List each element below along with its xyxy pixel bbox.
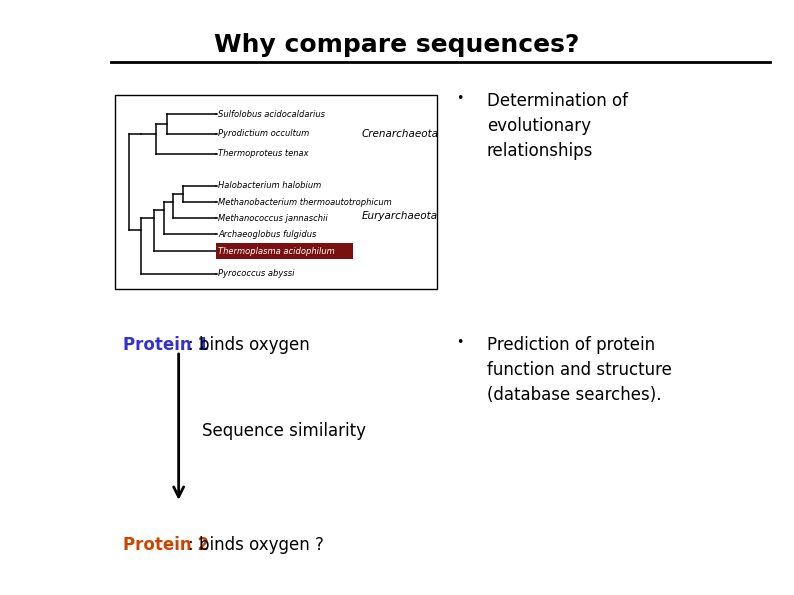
Text: Pyrococcus abyssi: Pyrococcus abyssi bbox=[218, 269, 295, 278]
Text: Thermoplasma acidophilum: Thermoplasma acidophilum bbox=[218, 246, 335, 256]
Text: Euryarchaeota: Euryarchaeota bbox=[361, 211, 437, 221]
Text: Sulfolobus acidocaldarius: Sulfolobus acidocaldarius bbox=[218, 109, 326, 119]
Text: Sequence similarity: Sequence similarity bbox=[202, 422, 367, 440]
Text: Archaeoglobus fulgidus: Archaeoglobus fulgidus bbox=[218, 230, 317, 239]
Text: Crenarchaeota: Crenarchaeota bbox=[361, 129, 438, 139]
Text: Prediction of protein
function and structure
(database searches).: Prediction of protein function and struc… bbox=[487, 336, 672, 404]
Text: Determination of
evolutionary
relationships: Determination of evolutionary relationsh… bbox=[487, 92, 628, 160]
Text: : binds oxygen: : binds oxygen bbox=[188, 336, 310, 354]
Text: Pyrodictium occultum: Pyrodictium occultum bbox=[218, 129, 310, 139]
Text: Why compare sequences?: Why compare sequences? bbox=[214, 33, 580, 57]
Text: •: • bbox=[457, 92, 464, 105]
Text: •: • bbox=[457, 336, 464, 349]
Text: Halobacterium halobium: Halobacterium halobium bbox=[218, 181, 322, 190]
Text: Methanococcus jannaschii: Methanococcus jannaschii bbox=[218, 214, 328, 223]
FancyBboxPatch shape bbox=[115, 95, 437, 289]
Text: Protein 2: Protein 2 bbox=[123, 536, 209, 553]
Text: Thermoproteus tenax: Thermoproteus tenax bbox=[218, 149, 309, 158]
Text: : binds oxygen ?: : binds oxygen ? bbox=[188, 536, 324, 553]
Text: Protein 1: Protein 1 bbox=[123, 336, 209, 354]
FancyBboxPatch shape bbox=[216, 243, 353, 259]
Text: Methanobacterium thermoautotrophicum: Methanobacterium thermoautotrophicum bbox=[218, 198, 392, 207]
